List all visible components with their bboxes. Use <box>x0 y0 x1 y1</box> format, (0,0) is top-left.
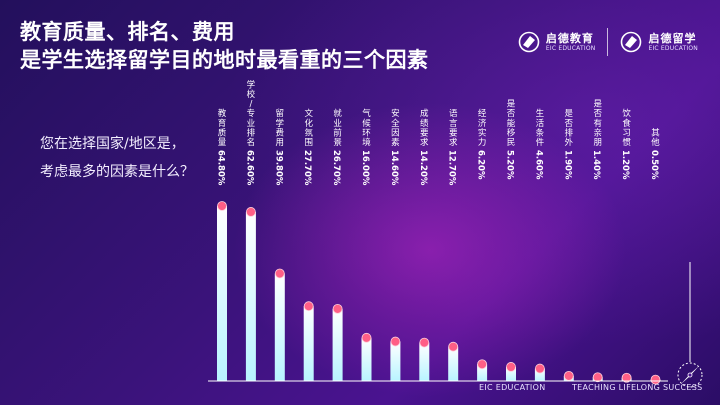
bar-top-dot-11 <box>535 363 545 374</box>
category-label-2: 留学费用 <box>276 108 285 148</box>
page-title: 教育质量、排名、费用 是学生选择留学目的地时最看重的三个因素 <box>20 18 429 74</box>
value-label-4: 26.70% <box>331 150 341 186</box>
bar-7 <box>419 342 430 381</box>
bar-top-dot-1 <box>245 207 256 217</box>
bar-top-dot-12 <box>563 370 574 381</box>
category-label-9: 经济实力 <box>478 108 487 148</box>
footer-right-text: TEACHING LIFELONG SUCCESS <box>572 383 703 392</box>
value-label-6: 14.60% <box>389 150 399 186</box>
bar-top-dot-0 <box>217 201 227 211</box>
bar-top-dot-13 <box>592 372 603 383</box>
logo-mark-icon <box>621 31 642 53</box>
category-label-14: 饮食习惯 <box>622 108 631 148</box>
category-label-12: 是否排外 <box>565 109 574 148</box>
logo-mark-icon <box>518 31 540 53</box>
logo-en-text: EIC EDUCATION <box>648 44 698 52</box>
value-label-13: 1.40% <box>591 150 601 180</box>
category-label-0: 教育质量 <box>218 108 227 148</box>
category-label-6: 安全因素 <box>391 108 400 148</box>
category-label-13: 是否有亲朋 <box>593 100 602 148</box>
logo-cn-text: 启德教育 <box>545 31 594 45</box>
bar-6 <box>390 341 401 381</box>
category-label-1: 学校/专业排名 <box>247 79 256 148</box>
category-label-3: 文化氛围 <box>304 108 313 148</box>
bar-11 <box>534 368 545 381</box>
logo-eic-education: 启德教育 EIC EDUCATION <box>518 31 596 53</box>
bar-1 <box>245 211 256 381</box>
question-line-1: 您在选择国家/地区是， <box>40 136 185 152</box>
value-label-15: 0.50% <box>649 150 659 180</box>
bar-top-dot-7 <box>419 337 430 348</box>
value-label-3: 27.70% <box>302 150 312 186</box>
brand-logos: 启德教育 EIC EDUCATION 启德留学 EIC EDUCATION <box>518 28 698 56</box>
logo-cn-text: 启德留学 <box>648 31 697 45</box>
bar-top-dot-14 <box>621 372 632 383</box>
bar-top-dot-4 <box>332 303 343 314</box>
bar-top-dot-15 <box>650 374 661 385</box>
logo-en-text: EIC EDUCATION <box>545 44 596 52</box>
bars-layer <box>217 201 661 385</box>
title-line-1: 教育质量、排名、费用 <box>20 20 235 44</box>
value-label-5: 16.00% <box>360 150 370 186</box>
bar-4 <box>332 308 343 381</box>
value-label-8: 12.70% <box>447 150 457 186</box>
bar-8 <box>448 346 459 381</box>
category-label-10: 是否能移民 <box>507 100 516 148</box>
bar-top-dot-5 <box>361 332 372 343</box>
logo-divider <box>607 28 609 56</box>
category-label-11: 生活条件 <box>536 108 545 148</box>
title-line-2: 是学生选择留学目的地时最看重的三个因素 <box>20 48 429 72</box>
value-label-1: 62.60% <box>244 150 254 186</box>
category-label-15: 其他 <box>651 128 660 148</box>
labels-layer: 64.80% 教育质量 62.60% 学校/专业排名 39.80% 留学费用 27.70% 文… <box>216 79 661 185</box>
category-label-8: 语言要求 <box>449 108 458 148</box>
value-label-9: 6.20% <box>476 150 486 180</box>
bar-5 <box>361 337 372 381</box>
category-label-5: 气候环境 <box>362 108 371 148</box>
bar-3 <box>303 306 314 381</box>
bar-top-dot-10 <box>506 362 516 372</box>
survey-question: 您在选择国家/地区是， 考虑最多的因素是什么？ <box>40 130 194 186</box>
bar-9 <box>477 364 488 381</box>
value-label-10: 5.20% <box>505 150 515 180</box>
bar-top-dot-2 <box>274 268 285 279</box>
question-line-2: 考虑最多的因素是什么？ <box>40 164 194 180</box>
bar-top-dot-6 <box>390 336 401 347</box>
value-label-12: 1.90% <box>562 150 572 180</box>
value-label-14: 1.20% <box>620 150 630 180</box>
compass-icon <box>677 362 703 388</box>
bar-top-dot-9 <box>477 359 488 370</box>
value-label-11: 4.60% <box>533 150 543 180</box>
bar-top-dot-3 <box>303 301 314 312</box>
category-label-4: 就业前景 <box>333 108 342 148</box>
logo-eic-study-abroad: 启德留学 EIC EDUCATION <box>620 31 698 53</box>
category-label-7: 成绩要求 <box>420 108 429 148</box>
value-label-0: 64.80% <box>216 150 226 186</box>
bar-10 <box>506 366 516 381</box>
bar-top-dot-8 <box>448 341 459 352</box>
footer-left-text: EIC EDUCATION <box>479 383 546 392</box>
bar-2 <box>274 273 285 381</box>
bar-0 <box>217 206 227 381</box>
value-label-7: 14.20% <box>418 150 428 186</box>
value-label-2: 39.80% <box>273 150 283 186</box>
